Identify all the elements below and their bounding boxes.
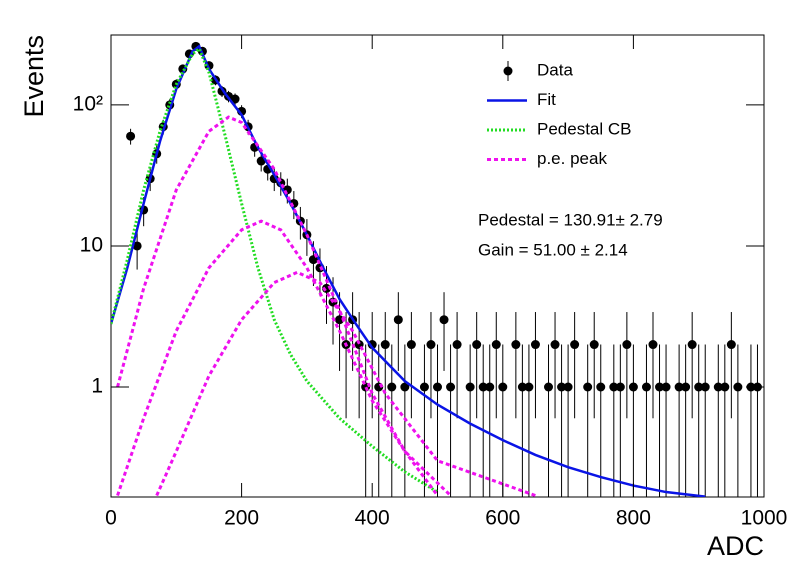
y-tick-label: 10² [73, 92, 103, 115]
data-point [517, 382, 527, 392]
data-point [648, 340, 658, 350]
data-point [433, 382, 442, 392]
data-point [570, 340, 580, 350]
data-point [589, 340, 599, 350]
data-point [596, 382, 606, 392]
legend-label: p.e. peak [537, 149, 607, 168]
fit-curve [111, 46, 439, 494]
data-point [681, 382, 691, 392]
data-point [485, 382, 495, 392]
fit-curve [111, 44, 706, 497]
fit-component-curve [116, 219, 452, 497]
data-point [720, 382, 730, 392]
data-point [661, 382, 671, 392]
data-point [655, 382, 665, 392]
data-point [465, 382, 475, 392]
annotation: Pedestal = 130.91± 2.79 [478, 210, 663, 229]
data-point [687, 340, 697, 350]
plot-area [111, 41, 762, 497]
data-point [472, 340, 482, 350]
data-point [230, 94, 240, 104]
x-tick-label: 400 [355, 507, 390, 530]
data-point [498, 382, 508, 392]
data-point [674, 382, 684, 392]
x-tick-label: 600 [485, 507, 520, 530]
data-point [126, 131, 136, 141]
legend-label: Pedestal CB [537, 119, 632, 138]
data-point [726, 340, 736, 350]
data-point [628, 382, 638, 392]
data-point [393, 315, 403, 325]
data-point [622, 340, 632, 350]
data-point [583, 382, 593, 392]
y-tick-label: 10 [80, 233, 103, 256]
legend-label: Data [537, 60, 573, 79]
x-tick-label: 1000 [741, 507, 788, 530]
data-point [452, 340, 462, 350]
data-point [511, 340, 521, 350]
data-point [478, 382, 488, 392]
data-point [713, 382, 723, 392]
data-point [406, 340, 416, 350]
data-point [132, 241, 142, 251]
data-point [419, 382, 429, 392]
x-tick-label: 800 [616, 507, 651, 530]
x-tick-label: 0 [105, 507, 117, 530]
data-point [557, 382, 567, 392]
data-point [550, 340, 560, 350]
data-point [491, 340, 501, 350]
data-point [387, 382, 397, 392]
data-point [615, 382, 625, 392]
y-axis-title: Events [19, 35, 49, 118]
data-point [524, 382, 534, 392]
data-point [530, 340, 540, 350]
data-point [563, 382, 573, 392]
annotation: Gain = 51.00 ± 2.14 [478, 240, 628, 259]
data-point [446, 382, 456, 392]
data-point [439, 315, 449, 325]
legend-swatch [503, 66, 513, 76]
x-axis-title: ADC [707, 531, 764, 561]
fit-component-curve [116, 115, 439, 497]
data-point [694, 382, 704, 392]
y-tick-label: 1 [91, 375, 103, 398]
legend-label: Fit [537, 90, 556, 109]
data-point [641, 382, 651, 392]
x-tick-label: 200 [224, 507, 259, 530]
data-point [609, 382, 619, 392]
data-point [426, 340, 436, 350]
data-point [700, 382, 710, 392]
data-point [733, 382, 743, 392]
data-point [380, 340, 390, 350]
data-point [400, 382, 410, 392]
data-point [544, 382, 554, 392]
